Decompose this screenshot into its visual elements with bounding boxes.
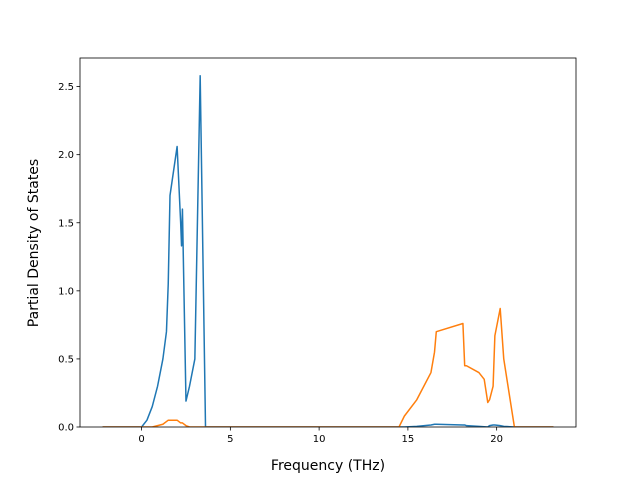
x-axis-label: Frequency (THz) <box>271 458 385 474</box>
x-tick-label: 20 <box>490 434 503 445</box>
plot-frame <box>79 57 577 428</box>
x-tick-label: 15 <box>402 434 415 445</box>
y-axis-label: Partial Density of States <box>26 159 42 327</box>
y-tick-label: 0.5 <box>58 354 74 365</box>
series-line <box>102 74 554 427</box>
y-tick-label: 1.0 <box>58 286 74 297</box>
x-tick-label: 5 <box>227 434 233 445</box>
y-tick-label: 2.0 <box>58 150 74 161</box>
series-line <box>102 307 554 427</box>
x-tick-label: 0 <box>138 434 144 445</box>
y-tick-label: 2.5 <box>58 82 74 93</box>
y-tick-label: 0.0 <box>58 423 74 434</box>
y-tick-label: 1.5 <box>58 218 74 229</box>
x-tick-label: 10 <box>313 434 326 445</box>
